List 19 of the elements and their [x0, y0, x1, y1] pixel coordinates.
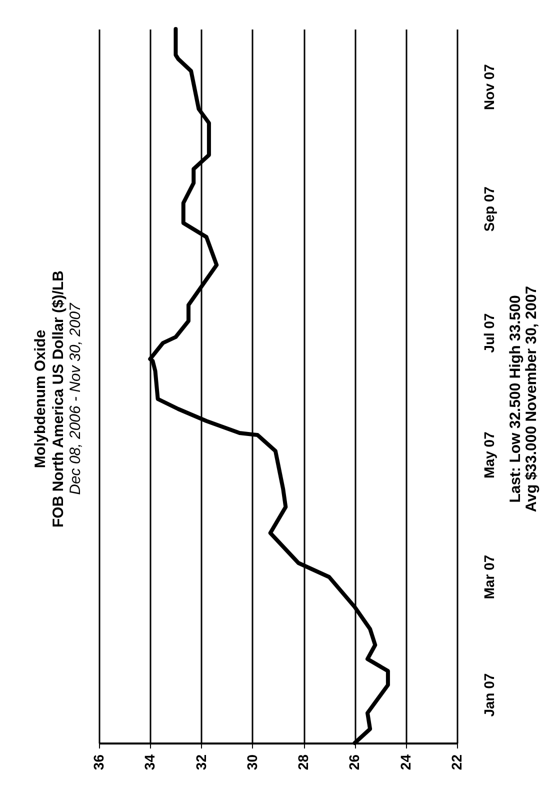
x-tick-label: 24	[397, 754, 414, 770]
x-tick-label: 32	[192, 754, 209, 770]
text: FOB North America US Dollar ($)/LB	[50, 270, 67, 528]
text: Molybdenum Oxide	[32, 330, 49, 468]
y-tick-label: Sep 07	[481, 186, 497, 232]
y-tick-label: Mar 07	[481, 554, 497, 600]
y-tick-label: May 07	[481, 431, 497, 478]
x-tick-label: 28	[295, 754, 312, 770]
y-tick-label: Jul 07	[481, 312, 497, 353]
x-tick-label: 22	[448, 754, 464, 770]
text: Dec 08, 2006 - Nov 30, 2007	[67, 303, 84, 495]
text: Avg $33.000 November 30, 2007	[523, 286, 540, 512]
x-tick-label: 26	[346, 754, 362, 770]
text: Last: Low 32.500 High 33.500	[507, 295, 524, 503]
y-tick-label: Nov 07	[481, 64, 497, 110]
x-tick-label: 36	[90, 754, 106, 770]
x-tick-label: 30	[244, 754, 260, 770]
x-tick-label: 34	[142, 754, 158, 770]
y-tick-label: Jan 07	[481, 672, 497, 717]
